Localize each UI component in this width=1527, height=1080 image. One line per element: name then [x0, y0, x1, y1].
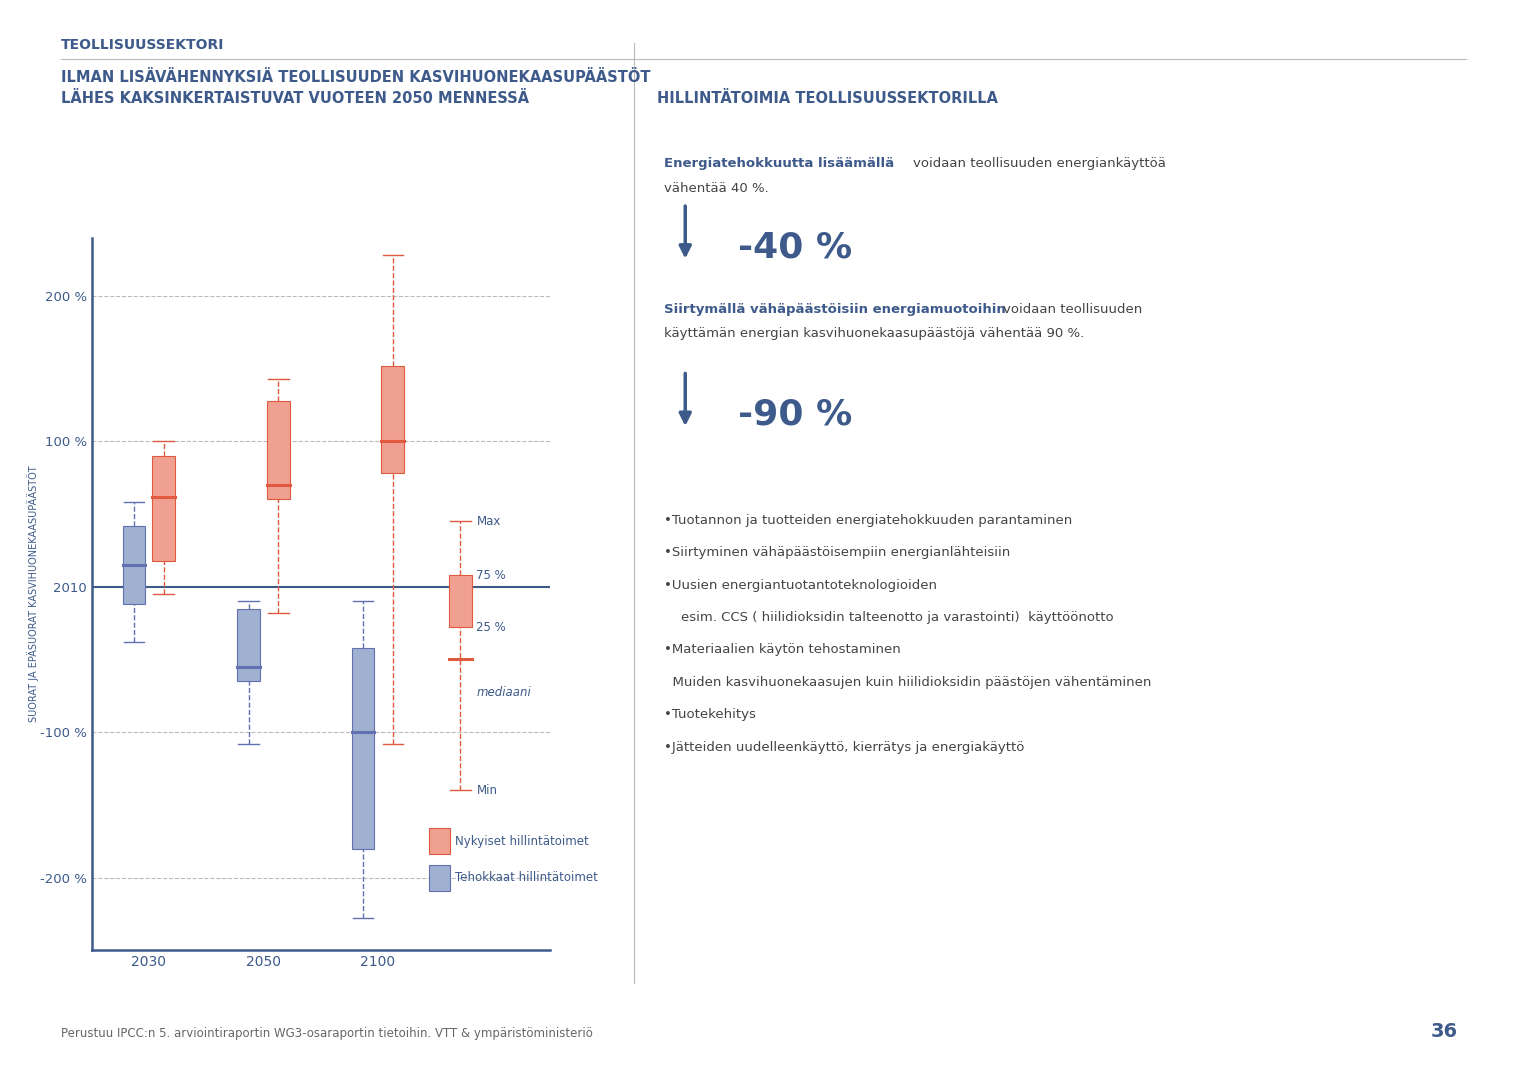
Text: •Uusien energiantuotantoteknologioiden: •Uusien energiantuotantoteknologioiden: [664, 579, 938, 592]
Text: Min: Min: [476, 784, 498, 797]
Text: vähentää 40 %.: vähentää 40 %.: [664, 183, 770, 195]
Bar: [429, 865, 450, 891]
Text: voidaan teollisuuden: voidaan teollisuuden: [1003, 303, 1142, 316]
Text: mediaani: mediaani: [476, 686, 531, 699]
Text: Max: Max: [476, 515, 501, 528]
Text: 25 %: 25 %: [476, 621, 505, 634]
Text: •Tuotannon ja tuotteiden energiatehokkuuden parantaminen: •Tuotannon ja tuotteiden energiatehokkuu…: [664, 514, 1072, 527]
Bar: [153, 456, 176, 561]
Text: •Siirtyminen vähäpäästöisempiin energianlähteisiin: •Siirtyminen vähäpäästöisempiin energian…: [664, 546, 1011, 559]
Text: käyttämän energian kasvihuonekaasupäästöjä vähentää 90 %.: käyttämän energian kasvihuonekaasupäästö…: [664, 327, 1084, 340]
Text: HILLINTÄTOIMIA TEOLLISUUSSEKTORILLA: HILLINTÄTOIMIA TEOLLISUUSSEKTORILLA: [657, 91, 997, 106]
Text: 75 %: 75 %: [476, 568, 505, 582]
Bar: [351, 648, 374, 849]
Bar: [237, 608, 260, 681]
Text: 36: 36: [1431, 1022, 1458, 1041]
Text: voidaan teollisuuden energiankäyttöä: voidaan teollisuuden energiankäyttöä: [913, 158, 1167, 171]
Text: Nykyiset hillintätoimet: Nykyiset hillintätoimet: [455, 835, 588, 848]
Text: •Materiaalien käytön tehostaminen: •Materiaalien käytön tehostaminen: [664, 644, 901, 657]
Y-axis label: SUORAT JA EPÄSUORAT KASVIHUONEKAASUPÄÄSTÖT: SUORAT JA EPÄSUORAT KASVIHUONEKAASUPÄÄST…: [27, 465, 38, 723]
Text: esim. CCS ( hiilidioksidin talteenotto ja varastointi)  käyttöönotto: esim. CCS ( hiilidioksidin talteenotto j…: [664, 611, 1113, 624]
Bar: [449, 575, 472, 627]
Text: Siirtymällä vähäpäästöisiin energiamuotoihin: Siirtymällä vähäpäästöisiin energiamuoto…: [664, 303, 1006, 316]
Text: •Jätteiden uudelleenkäyttö, kierrätys ja energiakäyttö: •Jätteiden uudelleenkäyttö, kierrätys ja…: [664, 741, 1025, 754]
Text: TEOLLISUUSSEKTORI: TEOLLISUUSSEKTORI: [61, 38, 224, 52]
Text: Perustuu IPCC:n 5. arviointiraportin WG3-osaraportin tietoihin. VTT & ympäristöm: Perustuu IPCC:n 5. arviointiraportin WG3…: [61, 1027, 592, 1040]
Text: Muiden kasvihuonekaasujen kuin hiilidioksidin päästöjen vähentäminen: Muiden kasvihuonekaasujen kuin hiilidiok…: [664, 676, 1151, 689]
Bar: [429, 828, 450, 854]
Text: Tehokkaat hillintätoimet: Tehokkaat hillintätoimet: [455, 872, 597, 885]
Text: Energiatehokkuutta lisäämällä: Energiatehokkuutta lisäämällä: [664, 158, 895, 171]
Bar: [122, 526, 145, 604]
Bar: [267, 401, 290, 499]
Text: -40 %: -40 %: [738, 230, 852, 264]
Text: ILMAN LISÄVÄHENNYKSIÄ TEOLLISUUDEN KASVIHUONEKAASUPÄÄSTÖT
LÄHES KAKSINKERTAISTUV: ILMAN LISÄVÄHENNYKSIÄ TEOLLISUUDEN KASVI…: [61, 69, 651, 106]
Text: -90 %: -90 %: [738, 397, 852, 431]
Bar: [382, 366, 405, 473]
Text: •Tuotekehitys: •Tuotekehitys: [664, 708, 756, 721]
